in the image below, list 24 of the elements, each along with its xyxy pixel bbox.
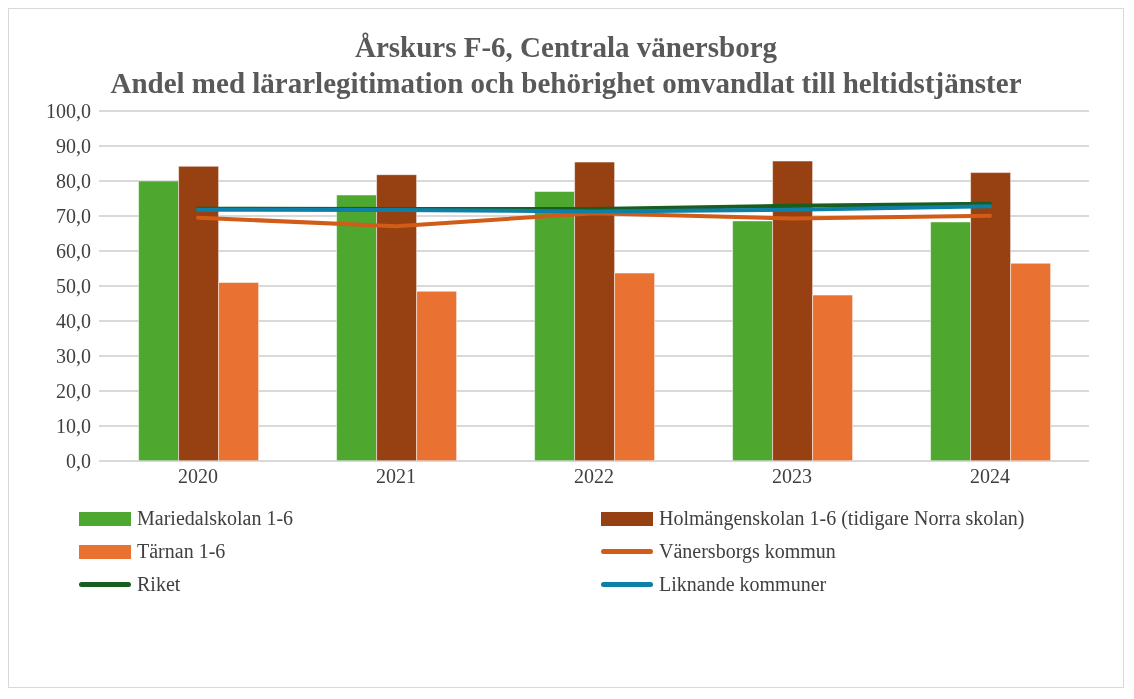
y-tick-label: 0,0	[66, 450, 91, 473]
legend-label: Liknande kommuner	[659, 573, 827, 596]
y-tick-label: 100,0	[46, 100, 91, 123]
legend-label: Vänersborgs kommun	[659, 540, 836, 563]
y-tick-label: 60,0	[56, 240, 91, 263]
y-tick-label: 20,0	[56, 380, 91, 403]
legend-label: Tärnan 1-6	[137, 540, 226, 563]
legend-label: Holmängenskolan 1-6 (tidigare Norra skolan)	[659, 507, 1025, 530]
chart-title: Årskurs F-6, Centrala vänersborg Andel med lärarlegitimation och behörighet omvandlat till heltidstjänster	[109, 30, 1023, 101]
y-tick-label: 90,0	[56, 135, 91, 158]
y-tick-label: 30,0	[56, 345, 91, 368]
legend-label: Riket	[137, 573, 181, 596]
y-tick-label: 40,0	[56, 310, 91, 333]
x-tick-label: 2024	[970, 465, 1010, 488]
line-series	[196, 211, 992, 229]
y-tick-label: 70,0	[56, 205, 91, 228]
legend-label: Mariedalskolan 1-6	[137, 507, 294, 530]
x-tick-label: 2020	[178, 465, 218, 488]
y-tick-label: 80,0	[56, 170, 91, 193]
y-tick-label: 10,0	[56, 415, 91, 438]
x-tick-label: 2023	[772, 465, 812, 488]
x-tick-label: 2022	[574, 465, 614, 488]
y-tick-label: 50,0	[56, 275, 91, 298]
x-tick-label: 2021	[376, 465, 416, 488]
